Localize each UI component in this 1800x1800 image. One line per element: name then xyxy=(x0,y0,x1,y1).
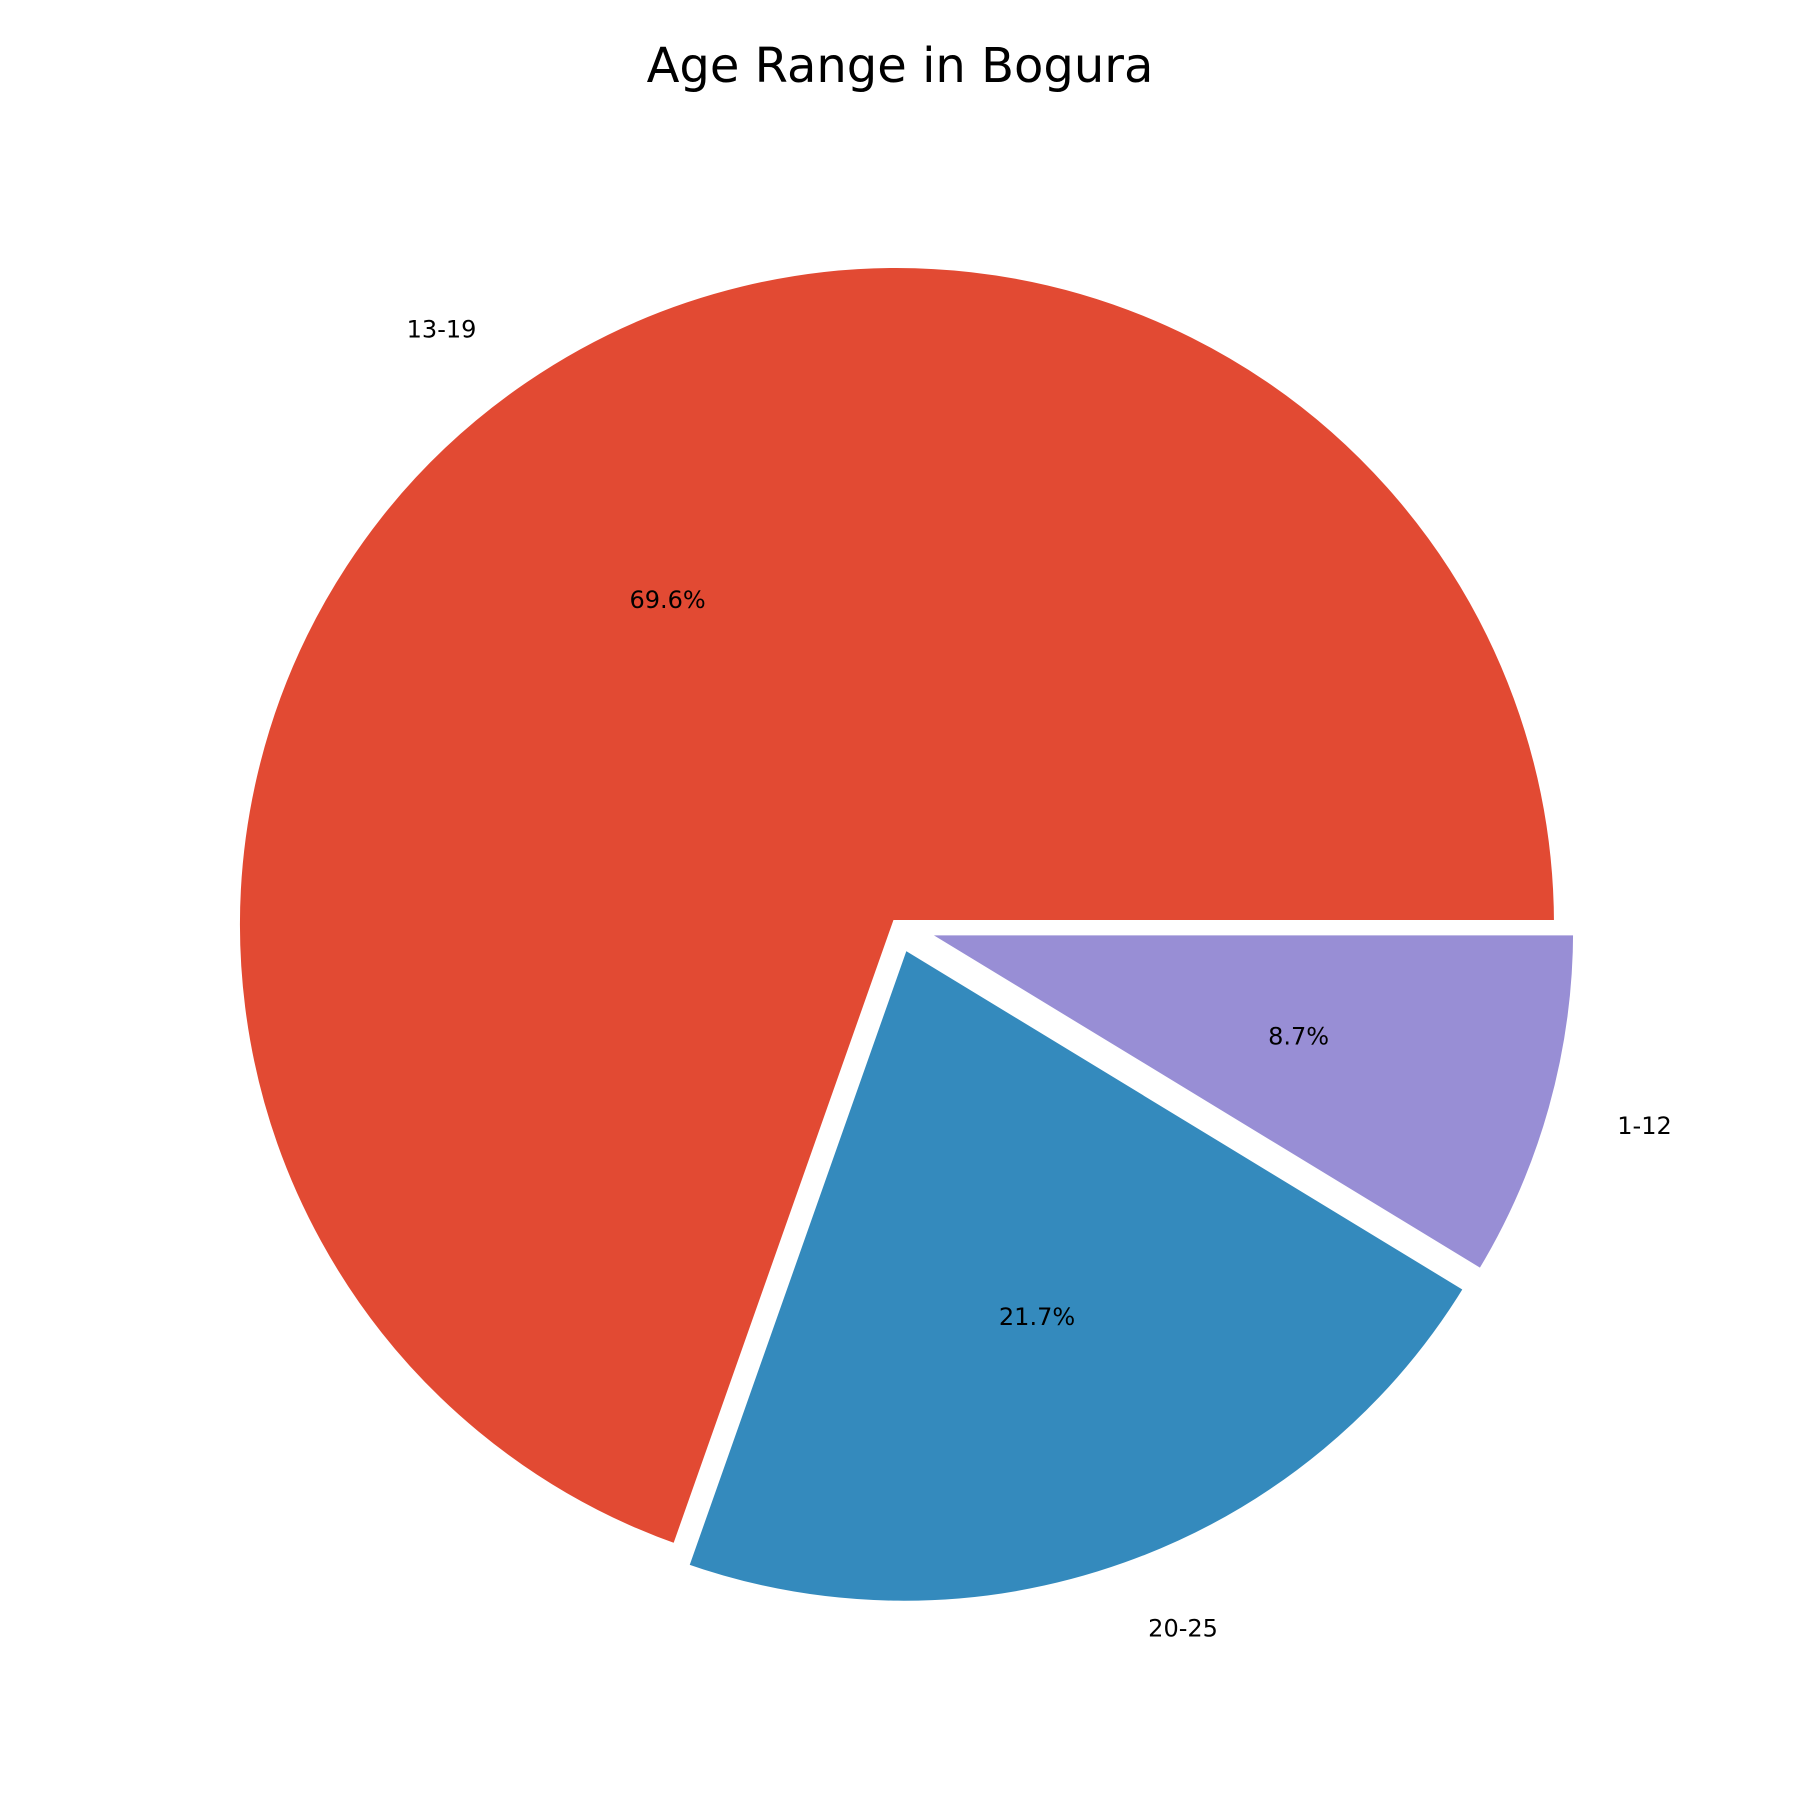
pie-slice-1-12 xyxy=(898,925,1584,1282)
pie-slices xyxy=(230,258,1584,1611)
slice-percent-20-25: 21.7% xyxy=(999,1303,1075,1331)
pie-labels: 13-19 69.6% 20-25 21.7% 1-12 8.7% xyxy=(407,316,1672,1643)
pie-slice-20-25 xyxy=(676,936,1477,1611)
slice-percent-13-19: 69.6% xyxy=(629,586,705,614)
slice-label-1-12: 1-12 xyxy=(1617,1112,1671,1140)
slice-label-20-25: 20-25 xyxy=(1148,1615,1218,1643)
pie-slice-13-19 xyxy=(230,258,1565,1556)
slice-label-13-19: 13-19 xyxy=(407,316,477,344)
chart-title: Age Range in Bogura xyxy=(647,38,1154,94)
slice-percent-1-12: 8.7% xyxy=(1268,1023,1329,1051)
